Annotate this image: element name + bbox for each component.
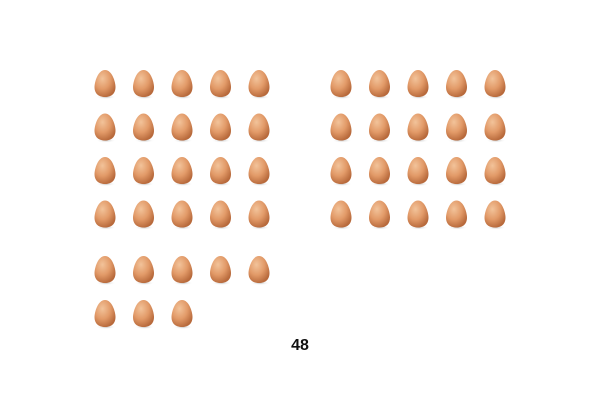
egg-icon [133, 113, 155, 143]
egg-icon [369, 70, 391, 100]
egg-icon [171, 113, 193, 143]
egg-icon [133, 300, 155, 330]
egg-icon [210, 157, 232, 187]
egg-icon [210, 256, 232, 286]
egg-icon [94, 113, 116, 143]
egg-icon [330, 157, 352, 187]
egg-icon [94, 300, 116, 330]
egg-icon [407, 200, 429, 230]
egg-icon [210, 113, 232, 143]
egg-icon [248, 113, 270, 143]
egg-icon [330, 113, 352, 143]
egg-icon [369, 157, 391, 187]
egg-icon [171, 157, 193, 187]
egg-icon [484, 200, 506, 230]
egg-icon [133, 157, 155, 187]
egg-icon [210, 200, 232, 230]
total-count-label: 48 [291, 337, 309, 354]
egg-icon [94, 157, 116, 187]
egg-icon [484, 113, 506, 143]
egg-icon [484, 157, 506, 187]
egg-icon [407, 113, 429, 143]
egg-icon [133, 200, 155, 230]
egg-icon [248, 70, 270, 100]
egg-icon [446, 200, 468, 230]
egg-icon [248, 256, 270, 286]
egg-icon [248, 200, 270, 230]
egg-icon [171, 200, 193, 230]
egg-icon [446, 157, 468, 187]
egg-icon [330, 70, 352, 100]
egg-icon [171, 256, 193, 286]
egg-icon [171, 70, 193, 100]
egg-icon [94, 70, 116, 100]
egg-group-bottom-left [94, 256, 270, 330]
egg-group-top-right [330, 70, 506, 230]
egg-group-top-left [94, 70, 270, 230]
egg-icon [369, 200, 391, 230]
egg-icon [446, 113, 468, 143]
egg-icon [133, 70, 155, 100]
egg-icon [94, 256, 116, 286]
egg-icon [248, 157, 270, 187]
egg-icon [94, 200, 116, 230]
egg-icon [369, 113, 391, 143]
egg-icon [133, 256, 155, 286]
egg-icon [484, 70, 506, 100]
egg-icon [210, 70, 232, 100]
egg-icon [407, 70, 429, 100]
egg-icon [330, 200, 352, 230]
egg-icon [407, 157, 429, 187]
egg-icon [446, 70, 468, 100]
egg-icon [171, 300, 193, 330]
